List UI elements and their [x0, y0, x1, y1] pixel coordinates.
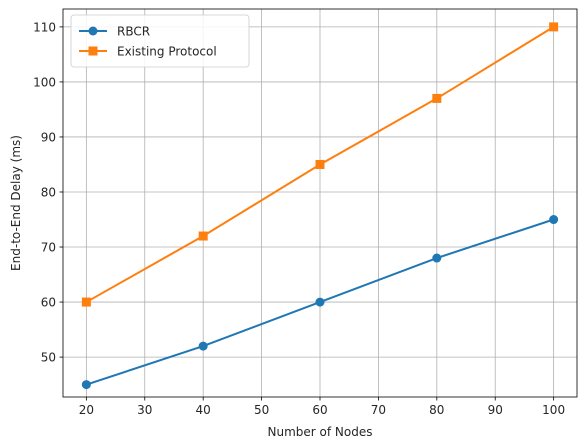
- y-axis-label: End-to-End Delay (ms): [9, 135, 23, 271]
- data-point: [198, 341, 208, 351]
- data-point: [315, 297, 325, 307]
- data-point: [432, 93, 442, 103]
- ticks: 20 30 40 50 60 70 80 90 100 50 60 70 80 90 100 110: [33, 20, 565, 417]
- legend-label: RBCR: [117, 25, 150, 39]
- x-tick-label: 20: [79, 403, 94, 417]
- y-tick-label: 100: [33, 75, 56, 89]
- data-point: [315, 159, 325, 169]
- x-tick-label: 60: [312, 403, 327, 417]
- series-0: [81, 215, 559, 390]
- y-tick-label: 70: [41, 241, 56, 255]
- y-tick-label: 60: [41, 296, 56, 310]
- data-point: [549, 215, 559, 225]
- y-tick-label: 90: [41, 130, 56, 144]
- x-tick-label: 100: [542, 403, 565, 417]
- x-tick-label: 70: [371, 403, 386, 417]
- y-tick-label: 50: [41, 351, 56, 365]
- x-tick-label: 30: [137, 403, 152, 417]
- legend-box: [70, 14, 250, 68]
- x-tick-label: 40: [196, 403, 211, 417]
- x-tick-label: 90: [488, 403, 503, 417]
- data-point: [81, 297, 91, 307]
- y-tick-label: 80: [41, 185, 56, 199]
- legend-marker: [88, 46, 98, 56]
- data-point: [81, 380, 91, 390]
- data-point: [198, 231, 208, 241]
- data-point: [432, 253, 442, 263]
- series-layer: [81, 22, 559, 390]
- x-tick-label: 80: [429, 403, 444, 417]
- x-tick-label: 50: [254, 403, 269, 417]
- legend-label: Existing Protocol: [117, 45, 217, 59]
- y-tick-label: 110: [33, 20, 56, 34]
- legend-marker: [88, 26, 98, 36]
- data-point: [549, 22, 559, 32]
- legend: RBCR Existing Protocol: [70, 14, 250, 68]
- x-axis-label: Number of Nodes: [268, 425, 373, 439]
- series-1: [81, 22, 559, 307]
